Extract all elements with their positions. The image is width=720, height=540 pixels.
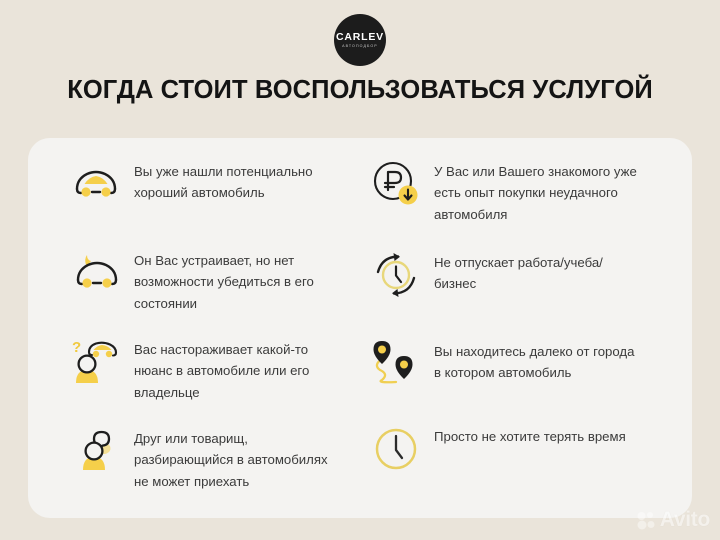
list-item-label: Вас настораживает какой-то нюанс в автом… [134, 342, 310, 400]
list-item-label: Не отпускает работа/учеба/ бизнес [434, 255, 603, 292]
list-item-label: Просто не хотите терять время [434, 429, 626, 444]
avito-watermark-label: Avito [659, 508, 711, 531]
avito-logo-icon [637, 511, 655, 529]
brand-logo: CARLEV АВТОПОДБОР [0, 14, 720, 66]
car-spark-icon [68, 245, 124, 301]
list-item: ? Вас настораживает какой-то нюанс в авт… [68, 320, 358, 407]
car-icon [68, 156, 124, 212]
logo-name: CARLEV [336, 30, 384, 43]
list-item-label: Вы уже нашли потенциально хороший автомо… [134, 164, 313, 201]
list-item: Не отпускает работа/учеба/ бизнес [368, 233, 692, 320]
svg-text:?: ? [72, 339, 81, 356]
list-item: У Вас или Вашего знакомого уже есть опыт… [368, 146, 692, 233]
clock-refresh-icon [368, 247, 424, 303]
logo-subtitle: АВТОПОДБОР [342, 43, 378, 48]
list-item-label: Вы находитесь далеко от города в котором… [434, 344, 635, 381]
list-item: Вы находитесь далеко от города в котором… [368, 320, 692, 407]
right-column: У Вас или Вашего знакомого уже есть опыт… [358, 138, 692, 518]
left-column: Вы уже нашли потенциально хороший автомо… [28, 138, 358, 518]
map-route-pins-icon [368, 336, 424, 392]
page-title: КОГДА СТОИТ ВОСПОЛЬЗОВАТЬСЯ УСЛУГОЙ [67, 76, 653, 104]
ruble-coin-down-arrow-icon [368, 156, 424, 212]
logo-badge: CARLEV АВТОПОДБОР [334, 14, 386, 66]
list-item: Вы уже нашли потенциально хороший автомо… [68, 146, 358, 233]
list-item-label: У Вас или Вашего знакомого уже есть опыт… [434, 164, 637, 222]
list-item: Друг или товарищ, разбирающийся в автомо… [68, 407, 358, 494]
benefits-card: Вы уже нашли потенциально хороший автомо… [28, 138, 692, 518]
person-question-car-icon: ? [68, 334, 124, 390]
list-item-label: Он Вас устраивает, но нет возможности уб… [134, 253, 314, 311]
clock-icon [368, 421, 424, 477]
avito-watermark: Avito [637, 508, 710, 532]
list-item: Просто не хотите терять время [368, 407, 692, 494]
list-item-label: Друг или товарищ, разбирающийся в автомо… [134, 431, 328, 489]
person-speech-bubble-icon [68, 423, 124, 479]
list-item: Он Вас устраивает, но нет возможности уб… [68, 233, 358, 320]
